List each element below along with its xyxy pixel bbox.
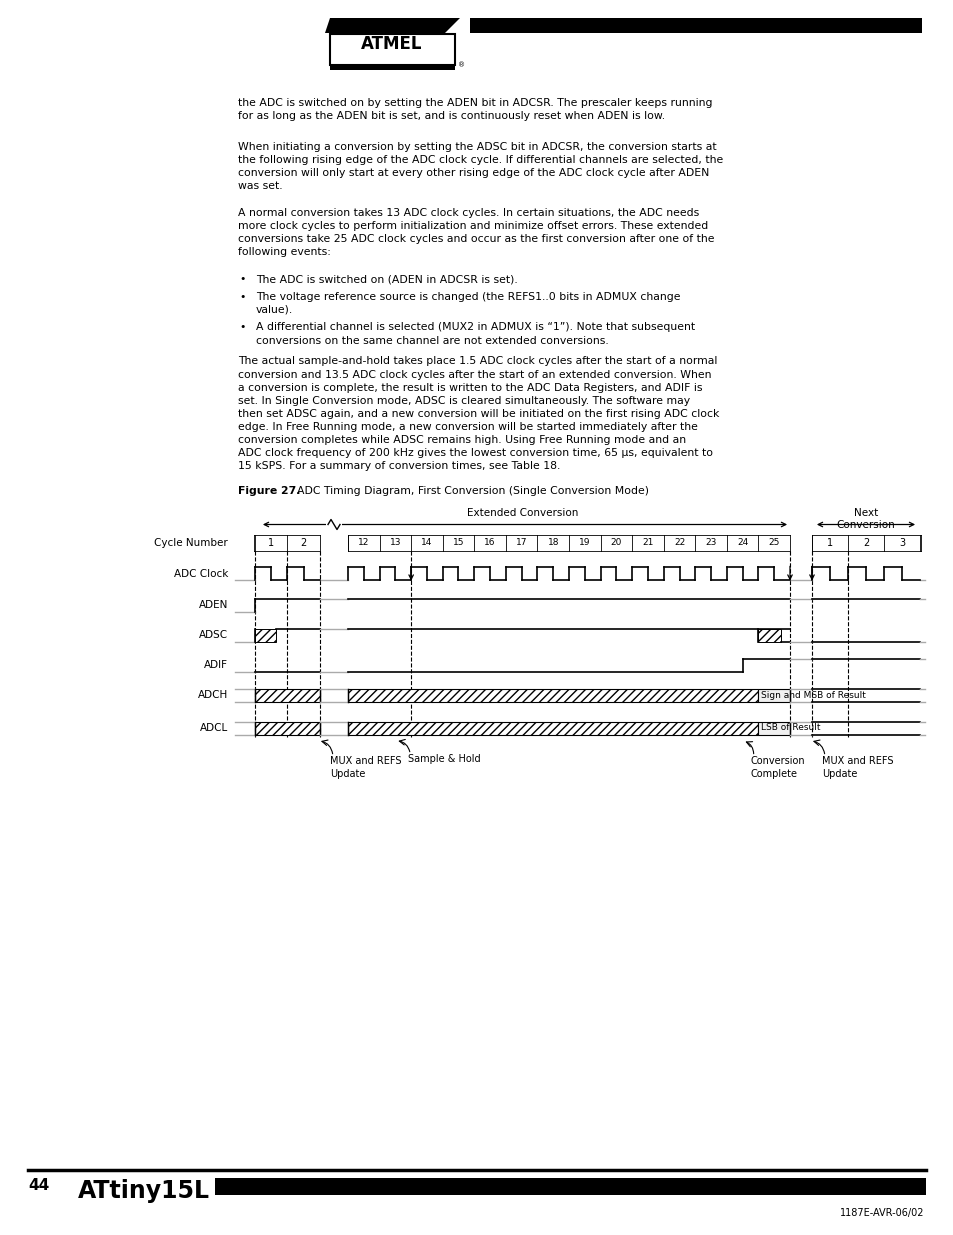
- Text: 16: 16: [484, 538, 496, 547]
- Bar: [214, 1178, 925, 1195]
- Text: 18: 18: [547, 538, 558, 547]
- Text: ADC Timing Diagram, First Conversion (Single Conversion Mode): ADC Timing Diagram, First Conversion (Si…: [290, 487, 648, 496]
- Bar: [254, 688, 319, 701]
- Bar: [348, 688, 758, 701]
- Text: ADCH: ADCH: [197, 690, 228, 700]
- Text: 13: 13: [389, 538, 400, 547]
- Text: 22: 22: [673, 538, 684, 547]
- Text: the ADC is switched on by setting the ADEN bit in ADCSR. The prescaler keeps run: the ADC is switched on by setting the AD…: [237, 98, 712, 121]
- Text: •: •: [239, 322, 246, 332]
- Text: Conversion
Complete: Conversion Complete: [750, 757, 804, 779]
- Bar: [758, 721, 789, 735]
- Text: 21: 21: [641, 538, 653, 547]
- Bar: [470, 19, 921, 33]
- Text: MUX and REFS
Update: MUX and REFS Update: [330, 757, 401, 779]
- Text: 20: 20: [610, 538, 621, 547]
- Text: 2: 2: [300, 537, 307, 547]
- Text: ADC Clock: ADC Clock: [173, 569, 228, 579]
- Text: MUX and REFS
Update: MUX and REFS Update: [821, 757, 893, 779]
- Text: 1: 1: [268, 537, 274, 547]
- Text: ATMEL: ATMEL: [361, 35, 422, 53]
- Polygon shape: [325, 19, 459, 33]
- Text: 1187E-AVR-06/02: 1187E-AVR-06/02: [839, 1208, 923, 1218]
- Text: 17: 17: [516, 538, 527, 547]
- Text: A differential channel is selected (MUX2 in ADMUX is “1”). Note that subsequent
: A differential channel is selected (MUX2…: [255, 322, 695, 346]
- Text: 14: 14: [421, 538, 432, 547]
- Text: The voltage reference source is changed (the REFS1..0 bits in ADMUX change
value: The voltage reference source is changed …: [255, 291, 679, 315]
- Text: When initiating a conversion by setting the ADSC bit in ADCSR, the conversion st: When initiating a conversion by setting …: [237, 142, 722, 191]
- Text: Figure 27.: Figure 27.: [237, 487, 300, 496]
- Text: Sign and MSB of Result: Sign and MSB of Result: [760, 690, 865, 699]
- Bar: [254, 629, 275, 641]
- Text: •: •: [239, 274, 246, 284]
- Text: Cycle Number: Cycle Number: [154, 537, 228, 547]
- Text: 19: 19: [578, 538, 590, 547]
- Text: ®: ®: [457, 62, 465, 68]
- Bar: [254, 721, 319, 735]
- Text: 23: 23: [704, 538, 716, 547]
- Text: 44: 44: [28, 1178, 50, 1193]
- Text: A normal conversion takes 13 ADC clock cycles. In certain situations, the ADC ne: A normal conversion takes 13 ADC clock c…: [237, 207, 714, 257]
- Text: Sample & Hold: Sample & Hold: [408, 755, 480, 764]
- Text: ADSC: ADSC: [198, 630, 228, 640]
- Text: Extended Conversion: Extended Conversion: [466, 509, 578, 519]
- Bar: [348, 721, 758, 735]
- Polygon shape: [330, 35, 455, 65]
- Text: 1: 1: [826, 537, 832, 547]
- Text: 2: 2: [862, 537, 868, 547]
- Bar: [758, 688, 789, 701]
- Bar: [758, 629, 780, 641]
- Text: ADCL: ADCL: [199, 722, 228, 734]
- Text: LSB of Result: LSB of Result: [760, 724, 821, 732]
- Text: ADIF: ADIF: [204, 659, 228, 671]
- Text: ATtiny15L: ATtiny15L: [78, 1179, 210, 1203]
- Polygon shape: [330, 65, 455, 70]
- Text: •: •: [239, 291, 246, 301]
- Text: 24: 24: [737, 538, 747, 547]
- Text: ADEN: ADEN: [198, 600, 228, 610]
- Text: 25: 25: [768, 538, 780, 547]
- Text: The ADC is switched on (ADEN in ADCSR is set).: The ADC is switched on (ADEN in ADCSR is…: [255, 274, 517, 284]
- Text: 3: 3: [898, 537, 904, 547]
- Bar: [326, 520, 341, 530]
- Text: Next
Conversion: Next Conversion: [836, 509, 895, 530]
- Text: 15: 15: [453, 538, 464, 547]
- Text: The actual sample-and-hold takes place 1.5 ADC clock cycles after the start of a: The actual sample-and-hold takes place 1…: [237, 357, 719, 471]
- Text: 12: 12: [357, 538, 369, 547]
